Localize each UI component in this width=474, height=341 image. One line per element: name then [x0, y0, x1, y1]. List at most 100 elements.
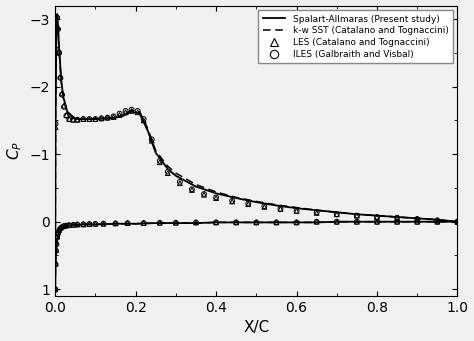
Point	[148, 138, 155, 143]
Point	[100, 221, 107, 226]
Point	[116, 112, 123, 118]
Point	[65, 223, 73, 228]
Point	[156, 220, 164, 225]
Point	[261, 204, 268, 209]
Point	[434, 218, 441, 223]
Point	[200, 192, 208, 197]
Point	[353, 219, 361, 224]
Point	[148, 137, 155, 142]
Point	[140, 118, 147, 123]
Point	[65, 222, 73, 228]
Point	[122, 109, 129, 115]
Point	[313, 210, 320, 216]
Point	[52, 47, 60, 52]
Point	[454, 219, 461, 224]
Point	[91, 221, 99, 226]
Point	[333, 219, 340, 224]
Point	[253, 220, 260, 225]
Point	[261, 204, 268, 210]
Point	[228, 198, 236, 204]
Point	[52, 248, 60, 253]
Point	[293, 220, 301, 225]
Point	[413, 219, 421, 224]
Point	[91, 221, 99, 227]
Point	[80, 116, 87, 122]
Point	[109, 114, 117, 120]
Point	[140, 220, 147, 226]
Point	[212, 220, 220, 225]
Point	[109, 114, 117, 119]
Point	[80, 222, 87, 227]
Point	[353, 213, 361, 218]
Point	[333, 211, 340, 217]
Point	[393, 219, 401, 224]
Point	[373, 214, 381, 220]
Point	[56, 75, 64, 80]
Point	[116, 111, 123, 116]
Point	[51, 286, 59, 292]
Point	[53, 241, 60, 247]
Point	[52, 121, 59, 127]
Point	[212, 195, 220, 200]
Point	[54, 230, 62, 235]
Point	[192, 220, 200, 225]
Point	[232, 220, 240, 225]
Point	[58, 224, 66, 230]
Point	[63, 112, 70, 118]
Point	[56, 226, 64, 231]
Point	[52, 50, 60, 56]
Point	[51, 286, 59, 292]
Point	[200, 191, 208, 197]
Point	[333, 219, 340, 224]
Point	[413, 219, 421, 224]
Point	[104, 115, 111, 120]
Point	[293, 220, 301, 225]
Point	[134, 108, 141, 114]
Point	[60, 103, 68, 108]
Point	[54, 234, 61, 239]
Point	[393, 215, 401, 220]
Point	[56, 74, 64, 79]
Point	[124, 220, 131, 226]
Point	[253, 220, 260, 225]
Point	[70, 222, 77, 228]
Point	[293, 208, 301, 214]
Point	[70, 117, 77, 122]
Point	[373, 214, 381, 220]
Point	[156, 158, 164, 164]
Point	[140, 220, 147, 226]
Point	[122, 108, 129, 114]
Point	[86, 116, 93, 122]
Point	[52, 262, 59, 267]
Point	[413, 216, 421, 222]
Point	[55, 228, 63, 233]
Point	[434, 219, 441, 224]
Point	[112, 221, 119, 226]
Point	[58, 91, 66, 96]
Point	[164, 170, 172, 176]
Point	[54, 25, 62, 30]
Point	[60, 104, 68, 109]
Point	[70, 222, 77, 227]
Point	[91, 116, 99, 122]
Point	[52, 124, 59, 130]
Point	[91, 116, 99, 122]
Point	[393, 219, 401, 224]
Point	[245, 201, 252, 206]
Point	[192, 220, 200, 225]
Point	[98, 116, 105, 121]
Point	[63, 223, 70, 228]
Point	[454, 219, 461, 224]
Point	[277, 206, 284, 212]
Point	[313, 219, 320, 224]
Point	[172, 220, 180, 225]
Point	[63, 223, 70, 228]
Point	[53, 241, 60, 246]
Point	[51, 286, 59, 292]
Point	[54, 27, 62, 32]
Point	[413, 216, 421, 222]
Point	[54, 235, 61, 240]
Point	[52, 261, 59, 266]
Point	[434, 219, 441, 224]
Point	[98, 116, 105, 121]
